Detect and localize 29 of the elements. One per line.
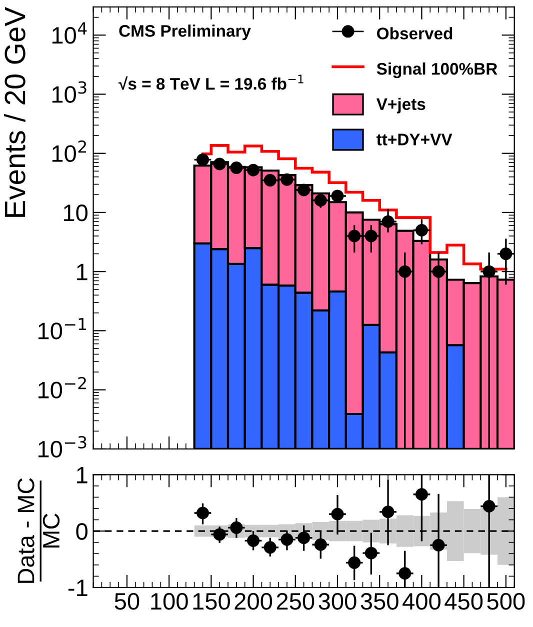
legend-label: V+jets [376,98,426,114]
x-tick-label: 300 [318,592,356,610]
x-tick-label: 50 [114,592,140,610]
legend-label: Signal 100%BR [376,62,498,78]
y-tick-label: -1 [68,580,88,596]
legend-label: tt+DY+VV [376,134,452,146]
legend-label: Observed [377,27,452,40]
y-tick-label: 1 [77,264,88,280]
y-tick-label: 10$^{−1}$ [38,318,86,340]
x-tick-label: 450 [444,592,483,610]
y-tick-label: 10$^{2}$ [52,140,86,162]
x-tick-label: 500 [487,592,525,610]
x-tick-label: 150 [193,592,230,610]
x-tick-label: 400 [402,592,440,610]
y-axis-title: Events / 20 GeV [4,7,26,217]
y-tick-label: 10$^{−3}$ [38,436,86,458]
y-tick-label: 10$^{3}$ [52,81,86,103]
x-tick-label: 350 [360,592,398,610]
annotation: √s = 8 TeV L = 19.6 fb$^{−1}$ [118,74,304,90]
y-tick-label: 10$^{4}$ [52,22,87,44]
y-tick-label: 10 [64,204,88,222]
y-tick-label: 1 [77,466,88,484]
x-tick-label: 250 [276,592,314,610]
y-tick-label: 10$^{−2}$ [38,376,86,398]
annotation: CMS Preliminary [119,24,251,40]
y-tick-label: 0 [76,523,88,540]
x-tick-label: 200 [234,592,272,610]
x-tick-label: 100 [151,592,188,610]
y-axis-title: Data - MC MC [18,478,60,583]
